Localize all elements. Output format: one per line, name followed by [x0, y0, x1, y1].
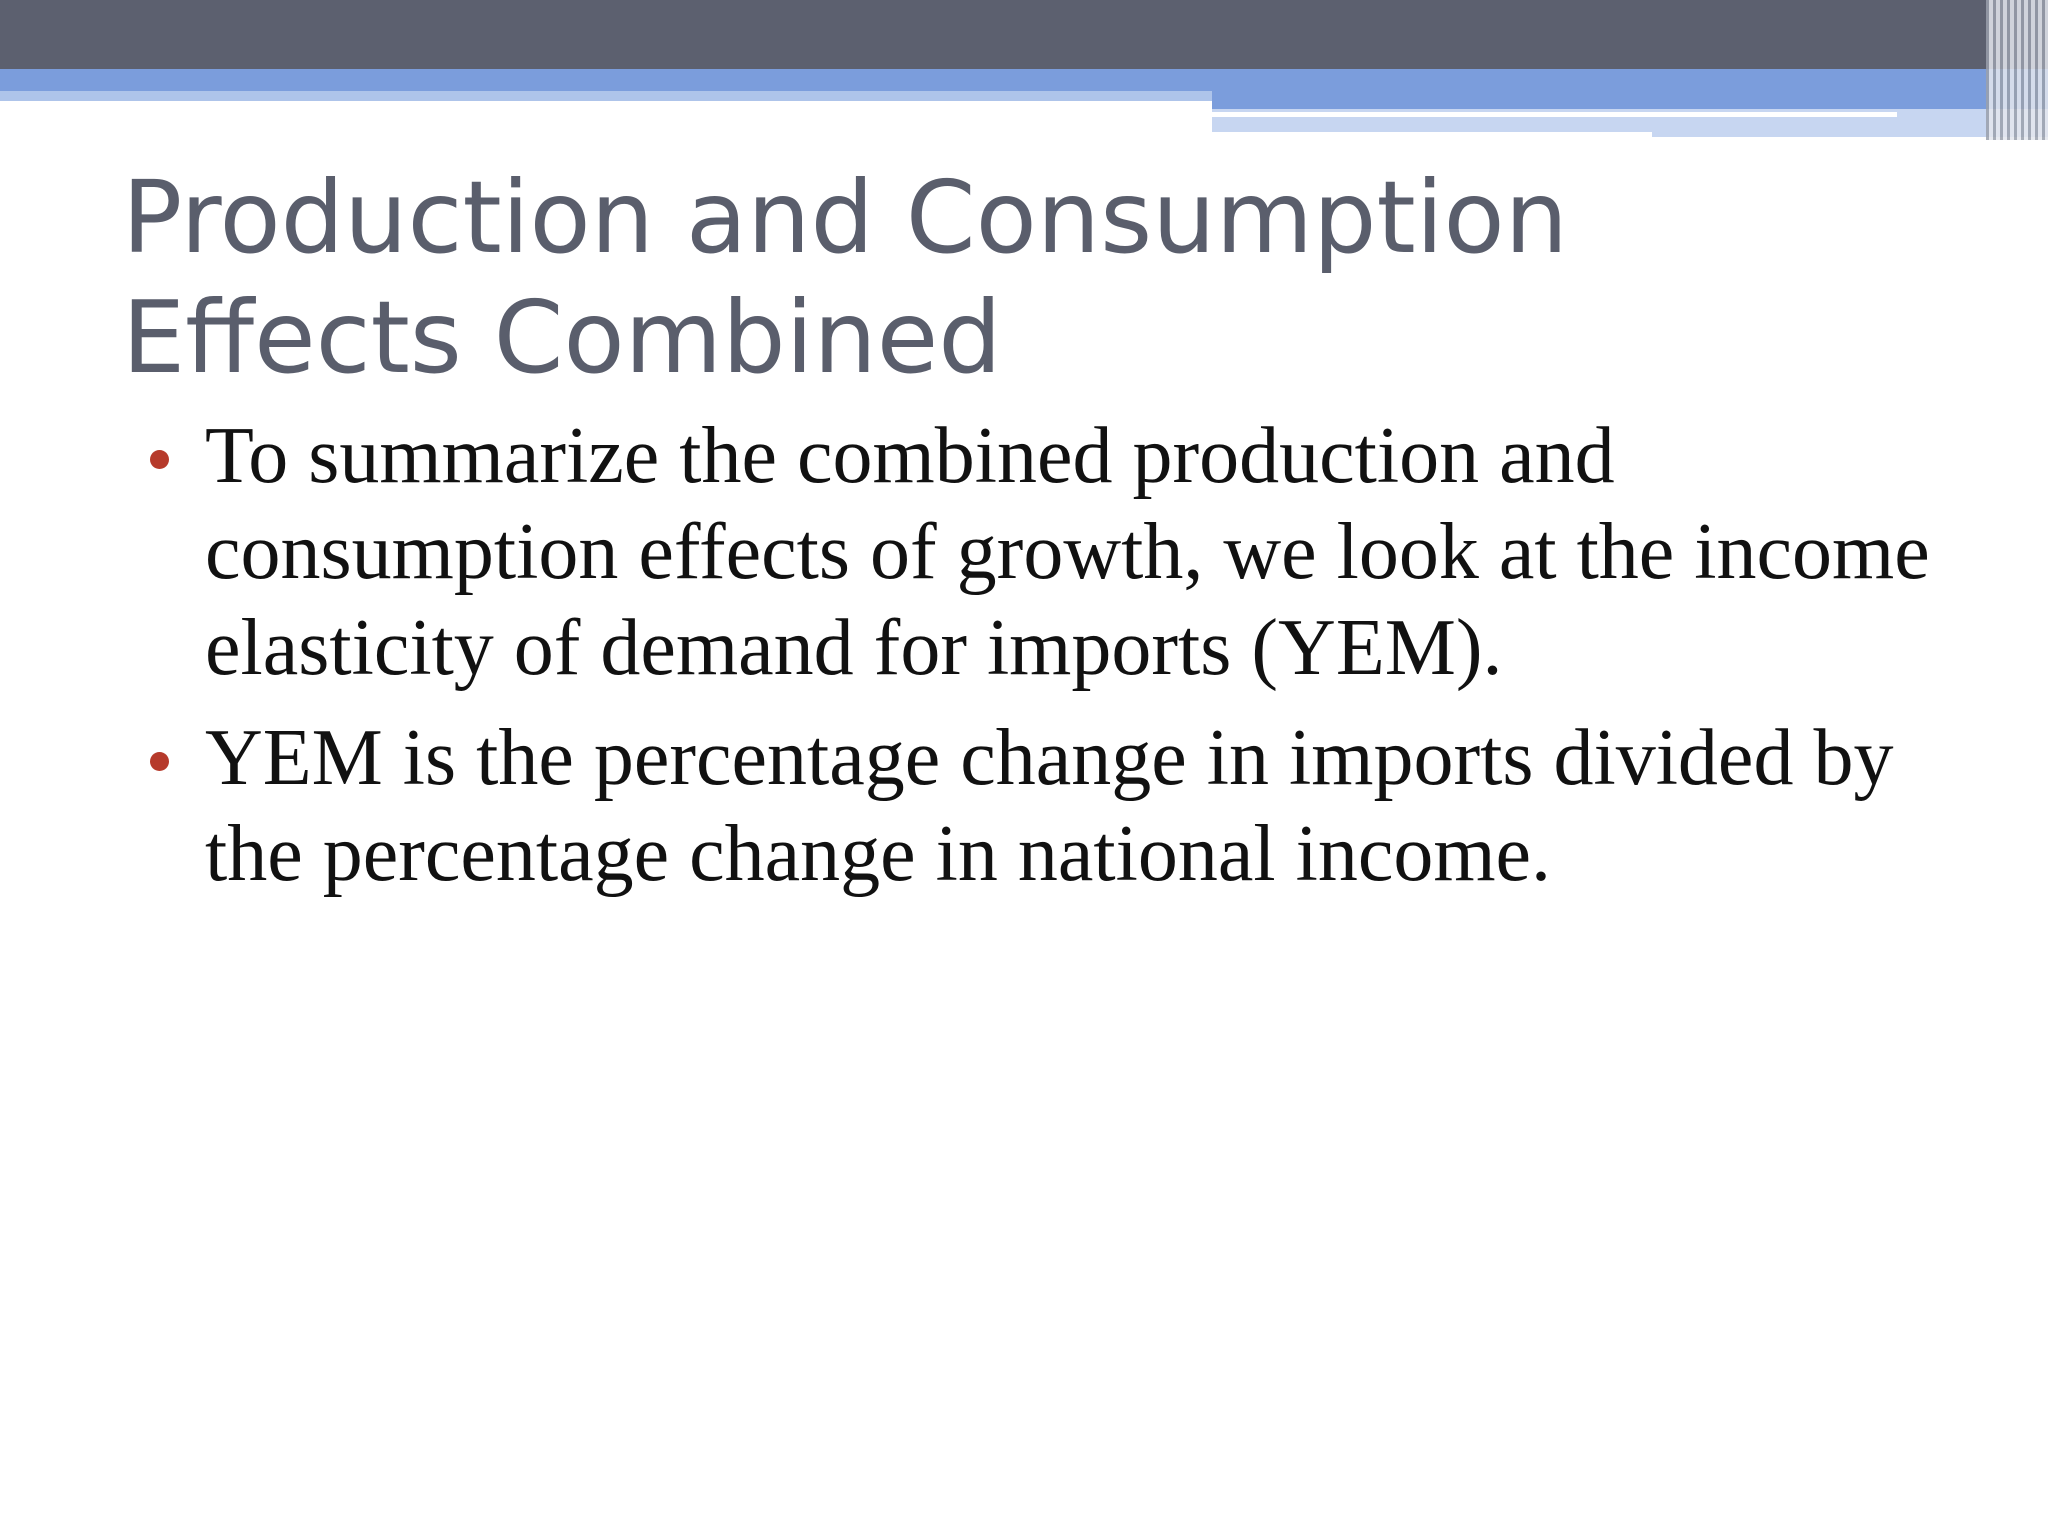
bullet-text: To summarize the combined production and…: [205, 412, 1930, 692]
bullet-item: YEM is the percentage change in imports …: [140, 710, 1960, 902]
header-accent-line: [1212, 112, 1897, 117]
header-band-blue: [0, 69, 2048, 91]
slide-title: Production and Consumption Effects Combi…: [122, 159, 1569, 396]
header-accent-line-short: [1212, 132, 1652, 138]
header-band-light-left: [0, 91, 1212, 101]
bullet-text: YEM is the percentage change in imports …: [205, 714, 1894, 898]
header-stripes-decoration: [1986, 0, 2048, 140]
bullet-item: To summarize the combined production and…: [140, 408, 1960, 696]
header-band-blue-right: [1212, 91, 2048, 109]
bullet-marker-icon: [150, 450, 169, 469]
bullet-list: To summarize the combined production and…: [140, 408, 1960, 916]
header-band-dark: [0, 0, 2048, 69]
bullet-marker-icon: [150, 752, 169, 771]
